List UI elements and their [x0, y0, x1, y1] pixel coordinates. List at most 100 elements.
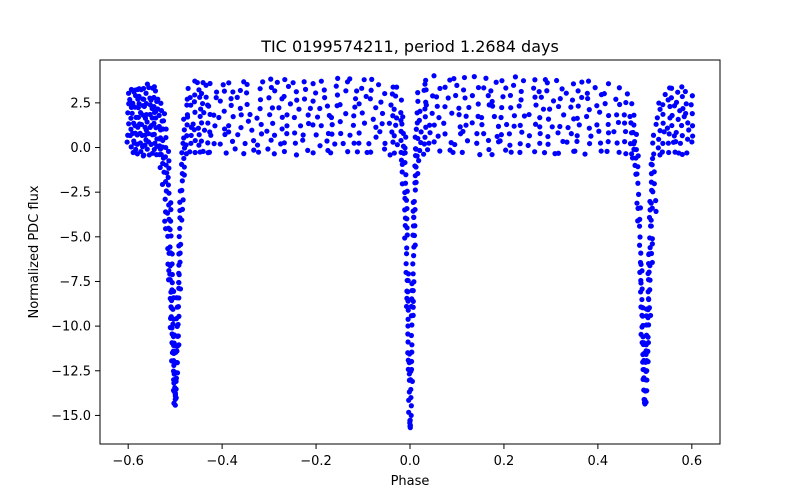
y-tick-label: −10.0	[51, 320, 91, 335]
data-point	[512, 74, 519, 80]
data-point	[179, 187, 185, 193]
data-point	[292, 130, 298, 136]
data-point	[302, 86, 309, 92]
data-point	[423, 77, 429, 83]
data-point	[669, 122, 675, 129]
data-point	[660, 111, 666, 117]
data-point	[164, 170, 170, 176]
data-point	[284, 131, 290, 137]
data-point	[536, 89, 542, 95]
data-point	[532, 94, 538, 100]
data-point	[184, 133, 190, 139]
data-point	[172, 390, 179, 396]
data-point	[213, 95, 219, 101]
data-point	[506, 131, 512, 137]
data-point	[211, 112, 217, 118]
data-point	[656, 136, 662, 142]
data-point	[254, 115, 260, 121]
data-point	[485, 137, 492, 144]
data-point	[196, 87, 202, 93]
data-point	[423, 124, 429, 130]
data-point	[665, 140, 671, 146]
data-point	[175, 333, 181, 339]
data-point	[185, 85, 191, 92]
data-point	[254, 142, 261, 148]
data-point	[483, 75, 489, 81]
data-point	[369, 76, 375, 82]
data-point	[647, 245, 653, 251]
data-point	[228, 96, 234, 102]
data-point	[343, 111, 349, 117]
data-point	[678, 122, 685, 129]
data-point	[354, 88, 360, 94]
data-point	[431, 73, 437, 79]
data-point	[683, 101, 689, 107]
data-point	[258, 121, 264, 128]
data-point	[393, 122, 399, 128]
data-point	[631, 122, 637, 128]
data-point	[188, 102, 194, 108]
data-point	[532, 121, 539, 127]
data-point	[479, 122, 485, 128]
data-point	[613, 96, 619, 102]
data-point	[192, 92, 198, 98]
data-point	[390, 113, 396, 119]
data-point	[394, 142, 400, 148]
data-point	[499, 78, 505, 84]
data-point	[411, 253, 417, 259]
data-point	[366, 141, 372, 147]
data-point	[540, 106, 547, 112]
data-point	[181, 116, 187, 122]
data-point	[604, 148, 610, 154]
data-point	[196, 132, 202, 138]
data-point	[301, 96, 308, 102]
data-points-layer	[124, 73, 696, 431]
data-point	[398, 137, 404, 144]
data-point	[162, 218, 168, 224]
data-point	[594, 122, 600, 128]
data-point	[638, 261, 644, 267]
data-point	[125, 90, 132, 96]
data-point	[352, 96, 359, 102]
data-point	[690, 133, 696, 139]
data-point	[431, 122, 437, 128]
data-point	[258, 131, 265, 137]
data-point	[335, 75, 341, 81]
data-point	[284, 112, 290, 118]
data-point	[274, 79, 280, 85]
data-point	[537, 115, 543, 121]
data-point	[498, 132, 504, 138]
data-point	[144, 119, 150, 125]
data-point	[635, 164, 641, 170]
x-tick-label: 0.6	[681, 454, 702, 469]
data-point	[363, 93, 369, 100]
data-point	[680, 106, 686, 112]
data-point	[208, 132, 214, 138]
data-point	[269, 105, 276, 111]
data-point	[683, 110, 689, 117]
data-point	[268, 137, 274, 143]
data-point	[168, 218, 174, 224]
data-point	[570, 81, 577, 87]
data-point	[141, 96, 147, 102]
data-point	[579, 94, 585, 101]
data-point	[143, 90, 149, 96]
data-point	[645, 334, 651, 340]
data-point	[184, 114, 191, 120]
data-point	[177, 225, 183, 231]
data-point	[637, 234, 643, 240]
data-point	[679, 151, 685, 158]
data-point	[417, 147, 423, 154]
data-point	[379, 121, 385, 127]
data-point	[125, 110, 131, 116]
data-point	[404, 232, 410, 238]
data-point	[445, 95, 451, 101]
data-point	[324, 103, 331, 109]
data-point	[503, 147, 509, 153]
data-point	[373, 105, 379, 111]
data-point	[661, 129, 667, 135]
data-point	[337, 119, 343, 125]
data-point	[447, 77, 453, 83]
data-point	[486, 146, 492, 153]
